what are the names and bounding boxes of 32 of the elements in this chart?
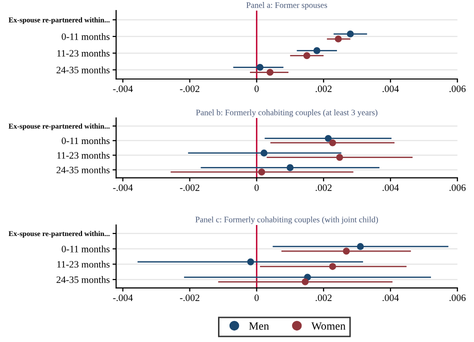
x-tick-label: .002 (316, 184, 332, 191)
x-tick-label: -.002 (180, 86, 200, 92)
x-tick-label: .006 (450, 86, 466, 92)
y-tick-label: 0-11 months (62, 137, 110, 144)
y-tick-label: 24-35 months (56, 66, 110, 74)
y-tick-label: 0-11 months (62, 33, 110, 40)
x-tick-label: 0 (254, 294, 259, 302)
x-tick-label: 0 (254, 184, 259, 191)
y-tick-label: 24-35 months (56, 166, 110, 174)
x-tick-label: -.004 (113, 184, 133, 191)
y-tick-label: 11-23 months (57, 260, 110, 268)
x-tick-label: .006 (450, 184, 466, 191)
x-tick-label: .006 (450, 294, 466, 302)
chart-title: Panel b: Formerly cohabiting couples (at least 3 years) (196, 109, 378, 118)
chart-title: Panel a: Former spouses (246, 2, 328, 10)
legend-label: Men (249, 322, 269, 330)
x-tick-label: -.002 (180, 294, 200, 302)
y-tick-label: 11-23 months (57, 50, 110, 57)
x-tick-label: .004 (382, 294, 399, 302)
legend-label: Women (311, 322, 346, 330)
y-tick-label: 24-35 months (56, 276, 110, 283)
x-tick-label: .002 (316, 86, 332, 92)
x-tick-label: -.002 (180, 184, 200, 191)
x-tick-label: 0 (254, 86, 259, 92)
x-tick-label: .004 (382, 86, 399, 92)
x-tick-label: -.004 (113, 294, 133, 302)
x-tick-label: .004 (382, 184, 399, 191)
chart-title: Panel c: Formerly cohabiting couples (with joint child) (195, 216, 378, 224)
x-tick-label: .002 (316, 294, 332, 302)
y-tick-label: 0-11 months (62, 245, 110, 252)
y-tick-label: 11-23 months (57, 152, 110, 159)
x-tick-label: -.004 (113, 86, 133, 92)
